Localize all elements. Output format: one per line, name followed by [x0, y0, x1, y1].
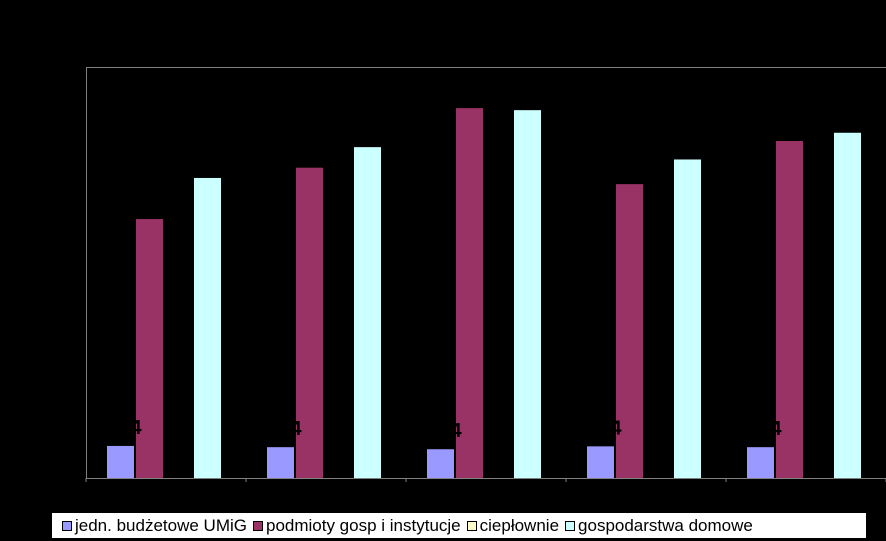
- legend-swatch-3: [565, 520, 576, 531]
- bar-s1-c1: [296, 167, 323, 478]
- data-label-s0-c2: 4: [450, 420, 462, 442]
- legend: jedn. budżetowe UMiG podmioty gosp i ins…: [52, 513, 866, 538]
- legend-label-2: ciepłownie: [479, 515, 560, 535]
- bar-s0-c4: [747, 447, 774, 478]
- data-label-s0-c0: 4: [130, 417, 142, 439]
- legend-item-0: jedn. budżetowe UMiG: [62, 516, 247, 536]
- bar-s1-c2: [456, 108, 483, 478]
- bar-s0-c1: [267, 447, 294, 478]
- bar-s1-c4: [776, 140, 803, 479]
- legend-label-0: jedn. budżetowe UMiG: [75, 515, 247, 535]
- legend-item-3: gospodarstwa domowe: [565, 516, 753, 536]
- data-label-s0-c3: 4: [610, 417, 622, 439]
- legend-label-1: podmioty gosp i instytucje: [265, 515, 461, 535]
- bar-s1-c3: [616, 184, 643, 478]
- bar-s0-c3: [587, 446, 614, 478]
- bar-s0-c0: [107, 445, 134, 478]
- bar-s3-c4: [834, 132, 861, 478]
- bar-s3-c1: [354, 147, 381, 478]
- legend-item-1: podmioty gosp i instytucje: [252, 515, 461, 536]
- legend-label-3: gospodarstwa domowe: [578, 515, 753, 535]
- legend-item-2: ciepłownie: [466, 515, 560, 536]
- bar-s3-c3: [674, 159, 701, 478]
- legend-swatch-0: [62, 520, 72, 531]
- legend-swatch-2: [466, 520, 477, 531]
- data-label-s0-c4: 4: [770, 418, 782, 440]
- bar-s3-c0: [194, 177, 221, 478]
- legend-swatch-1: [252, 520, 263, 531]
- bar-s0-c2: [427, 449, 454, 478]
- bar-s3-c2: [514, 110, 541, 478]
- data-label-s0-c1: 4: [290, 418, 302, 440]
- bar-s1-c0: [136, 219, 163, 478]
